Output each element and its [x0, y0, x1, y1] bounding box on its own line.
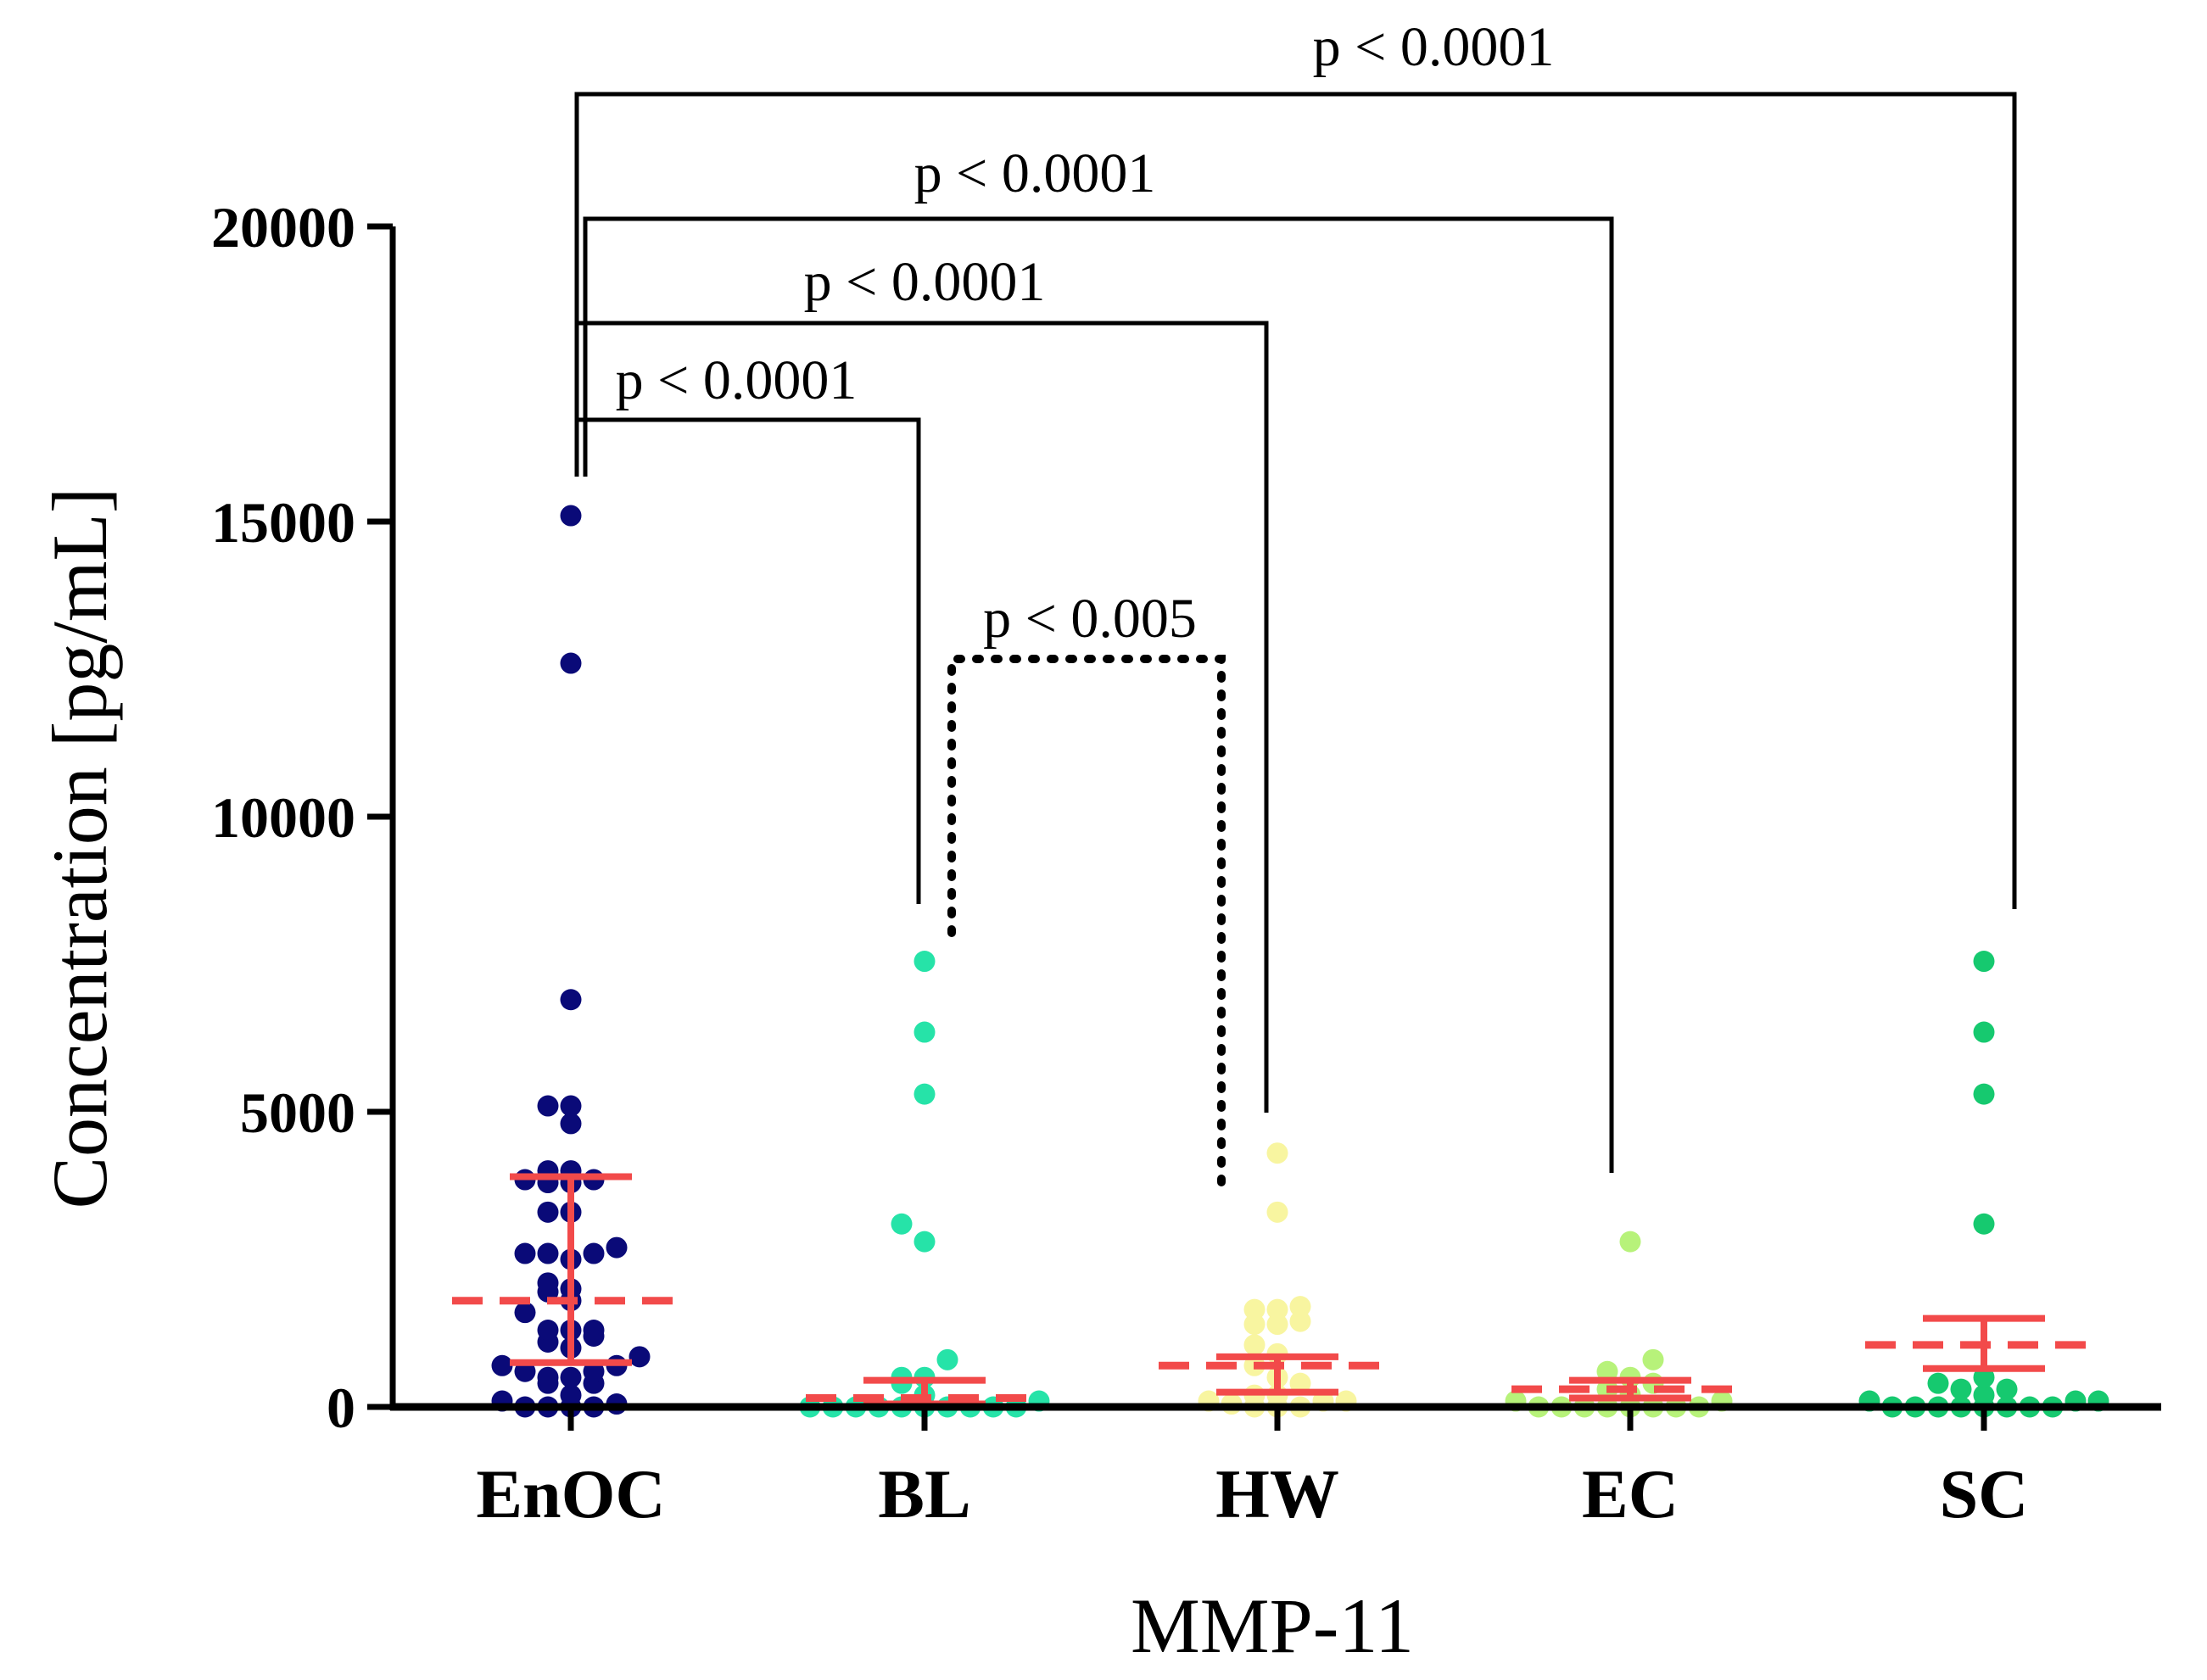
data-point — [1642, 1348, 1664, 1370]
data-point — [914, 1083, 936, 1105]
significance-label: p < 0.0001 — [1313, 16, 1555, 78]
data-point — [1266, 1314, 1288, 1336]
data-point — [1927, 1372, 1949, 1394]
significance-label: p < 0.0001 — [914, 142, 1156, 204]
data-point — [560, 1113, 582, 1135]
data-point — [1596, 1360, 1618, 1382]
data-point — [1289, 1372, 1311, 1394]
data-point — [537, 1320, 559, 1342]
data-point — [583, 1360, 605, 1382]
data-point — [537, 1272, 559, 1294]
data-point — [1973, 951, 1995, 973]
data-point — [560, 1366, 582, 1388]
data-point — [514, 1360, 536, 1382]
data-point — [1950, 1378, 1972, 1400]
data-points — [491, 505, 2109, 1418]
data-point — [1243, 1298, 1266, 1320]
data-point — [1266, 1142, 1288, 1164]
significance-bracket — [574, 417, 921, 904]
data-point — [629, 1346, 651, 1368]
data-point — [537, 1366, 559, 1388]
data-point — [1243, 1334, 1266, 1356]
y-axis-title: Concentration [pg/mL] — [36, 488, 123, 1209]
significance-label: p < 0.005 — [983, 588, 1197, 650]
x-tick-label: HW — [1215, 1455, 1339, 1532]
data-point — [914, 1231, 936, 1253]
data-point — [1973, 1021, 1995, 1043]
data-point — [583, 1320, 605, 1342]
data-point — [1243, 1314, 1266, 1336]
data-point — [1266, 1298, 1288, 1320]
y-tick-label: 15000 — [211, 490, 355, 555]
x-tick-label: SC — [1940, 1455, 2029, 1532]
y-tick-label: 10000 — [211, 785, 355, 850]
data-point — [514, 1242, 536, 1264]
data-point — [1619, 1231, 1641, 1253]
significance-label: p < 0.0001 — [616, 349, 858, 411]
significance-bracket — [574, 92, 2017, 909]
y-tick-label: 5000 — [240, 1080, 355, 1145]
data-point — [1289, 1296, 1311, 1318]
data-point — [606, 1236, 628, 1259]
data-point — [514, 1302, 536, 1324]
significance-label: p < 0.0001 — [804, 251, 1046, 313]
data-point — [936, 1348, 958, 1370]
data-point — [537, 1242, 559, 1264]
data-point — [560, 505, 582, 527]
significance-bracket — [583, 216, 1614, 1173]
x-tick-label: EC — [1582, 1455, 1679, 1532]
significance-bracket — [574, 321, 1269, 1113]
data-point — [560, 989, 582, 1011]
data-point — [1996, 1378, 2018, 1400]
axes: 0 5000 10000 15000 20000 EnOC BL HW EC SC — [211, 195, 2161, 1532]
data-point — [537, 1201, 559, 1223]
data-point — [537, 1095, 559, 1117]
significance-annotations: p < 0.0001 p < 0.0001 p < 0.0001 p < 0.0001… — [574, 16, 2017, 1196]
data-point — [914, 1021, 936, 1043]
data-point — [1289, 1310, 1311, 1332]
data-point — [560, 652, 582, 674]
data-point — [1973, 1213, 1995, 1235]
data-point — [583, 1242, 605, 1264]
x-tick-label: BL — [878, 1455, 970, 1532]
data-point — [560, 1095, 582, 1117]
x-axis-title: MMP-11 — [1131, 1582, 1414, 1669]
x-tick-label: EnOC — [476, 1455, 665, 1532]
y-tick-label: 0 — [327, 1376, 355, 1440]
data-point — [491, 1354, 513, 1376]
data-point — [1973, 1366, 1995, 1388]
data-point — [560, 1384, 582, 1406]
data-point — [914, 951, 936, 973]
data-point — [1973, 1083, 1995, 1105]
data-point — [891, 1213, 913, 1235]
summary-lines — [452, 1173, 2103, 1408]
data-point — [1973, 1384, 1995, 1406]
y-tick-label: 20000 — [211, 195, 355, 260]
data-point — [1266, 1201, 1288, 1223]
significance-bracket — [947, 655, 1226, 1196]
